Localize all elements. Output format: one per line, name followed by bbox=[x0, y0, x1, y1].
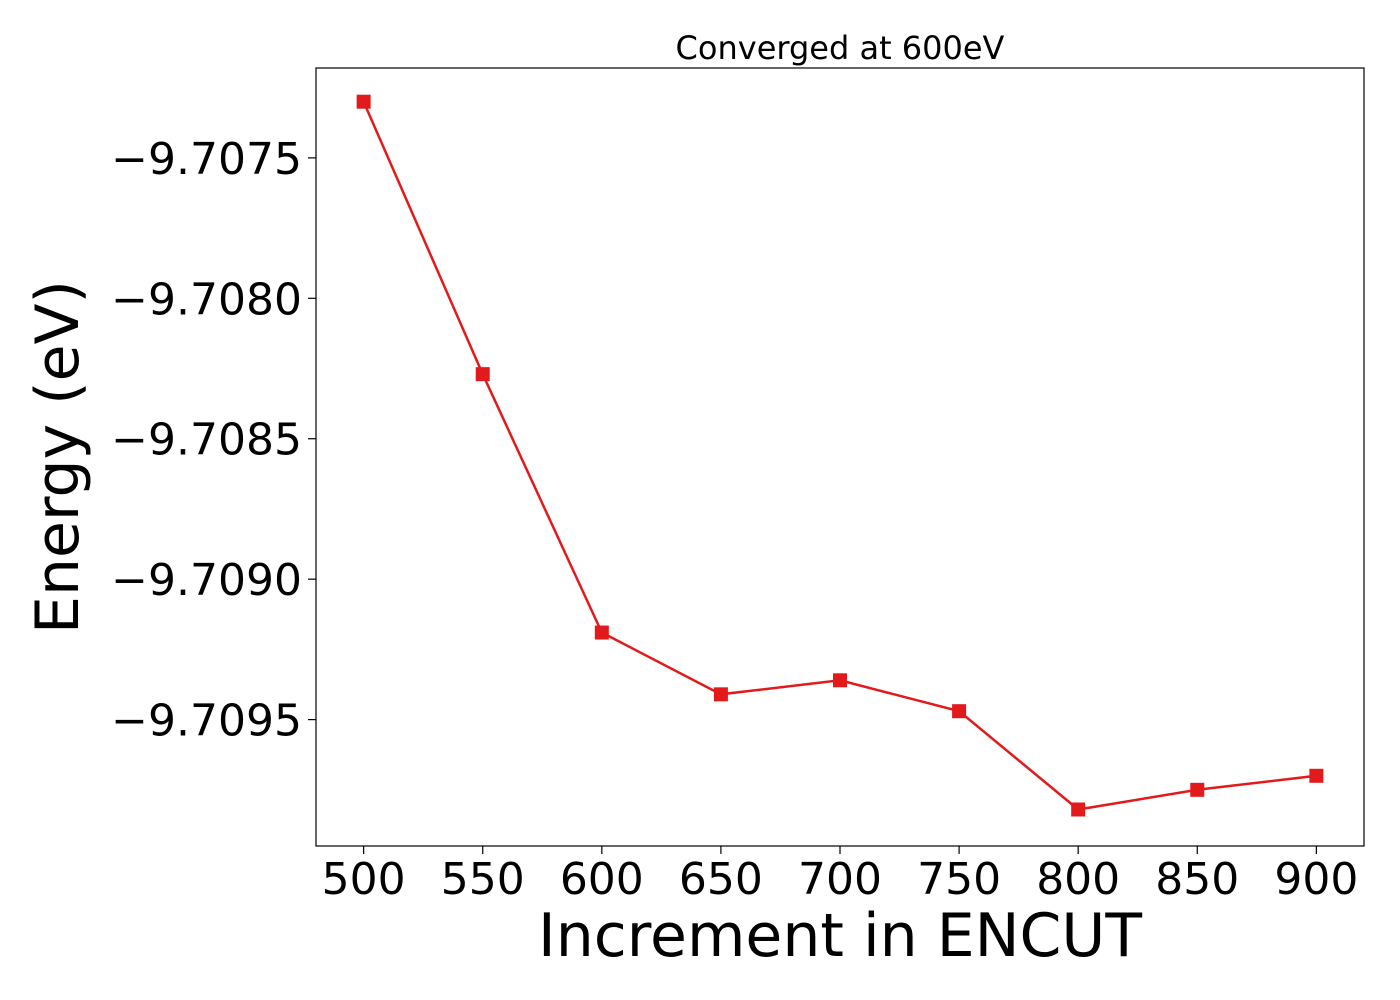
series-line bbox=[362, 101, 1317, 811]
x-tick-label: 500 bbox=[322, 854, 406, 905]
x-tick-label: 600 bbox=[560, 854, 644, 905]
y-tick-label: −9.7095 bbox=[111, 696, 302, 747]
series-markers bbox=[356, 94, 1324, 817]
data-point-marker bbox=[356, 94, 371, 109]
x-axis-ticks: 500 550 600 650 700 750 800 850 900 bbox=[322, 846, 1358, 905]
y-axis-ticks: −9.7075 −9.7080 −9.7085 −9.7090 −9.7095 bbox=[111, 134, 316, 747]
y-tick-label: −9.7090 bbox=[111, 555, 302, 606]
y-tick-label: −9.7075 bbox=[111, 134, 302, 185]
data-point-marker bbox=[713, 687, 728, 702]
x-tick-label: 800 bbox=[1036, 854, 1120, 905]
data-point-marker bbox=[1071, 802, 1086, 817]
x-tick-label: 750 bbox=[917, 854, 1001, 905]
y-axis-title: Energy (eV) bbox=[23, 280, 93, 634]
x-tick-label: 650 bbox=[679, 854, 763, 905]
data-point-marker bbox=[952, 704, 967, 719]
chart-title: Converged at 600eV bbox=[676, 29, 1005, 67]
plot-frame bbox=[315, 67, 1365, 847]
data-point-marker bbox=[1190, 782, 1205, 797]
x-tick-label: 900 bbox=[1274, 854, 1358, 905]
x-axis-title: Increment in ENCUT bbox=[538, 901, 1142, 971]
y-tick-label: −9.7085 bbox=[111, 415, 302, 466]
y-tick-label: −9.7080 bbox=[111, 274, 302, 325]
x-tick-label: 700 bbox=[798, 854, 882, 905]
data-point-marker bbox=[594, 625, 609, 640]
data-point-marker bbox=[475, 367, 490, 382]
x-tick-label: 550 bbox=[441, 854, 525, 905]
data-point-marker bbox=[833, 673, 847, 688]
data-point-marker bbox=[1309, 768, 1324, 783]
x-tick-label: 850 bbox=[1155, 854, 1239, 905]
